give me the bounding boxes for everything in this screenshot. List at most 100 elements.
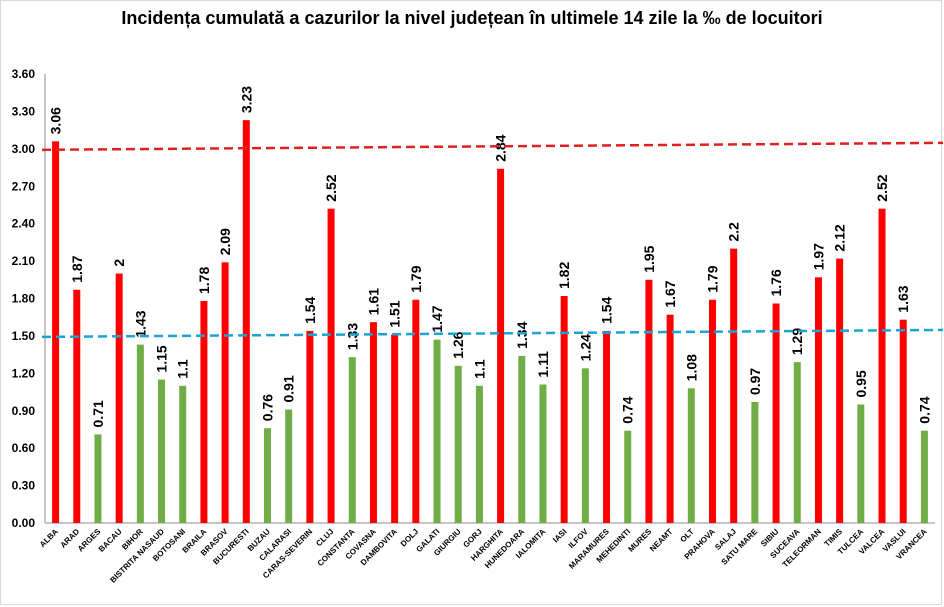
- data-label: 1.08: [683, 354, 699, 381]
- bar: [814, 277, 822, 523]
- y-tick-label: 1.80: [12, 292, 36, 306]
- bar: [433, 339, 441, 523]
- y-tick-label: 3.60: [12, 67, 36, 81]
- data-label: 2.12: [832, 224, 848, 251]
- bar: [772, 303, 780, 523]
- x-tick-label: ALBA: [38, 527, 60, 549]
- bar: [115, 273, 123, 523]
- data-label: 1.87: [69, 255, 85, 282]
- data-label: 2.2: [726, 222, 742, 242]
- data-label: 1.63: [895, 285, 911, 312]
- y-tick-label: 3.30: [12, 104, 36, 118]
- bar: [158, 379, 166, 523]
- bar: [348, 357, 356, 523]
- bar: [221, 262, 229, 523]
- bar: [264, 428, 271, 523]
- data-label: 0.71: [90, 400, 106, 427]
- data-label: 1.33: [344, 323, 360, 350]
- data-label: 0.74: [916, 396, 932, 423]
- bar: [475, 385, 483, 523]
- y-tick-label: 1.50: [12, 329, 36, 343]
- data-label: 3.06: [48, 107, 64, 134]
- data-label: 1.26: [450, 331, 466, 358]
- data-label: 2.09: [217, 228, 233, 255]
- data-label: 1.82: [556, 262, 572, 289]
- data-label: 2.52: [323, 174, 339, 201]
- y-tick-label: 0.60: [12, 441, 36, 455]
- bar: [603, 330, 611, 523]
- data-label: 0.97: [747, 368, 763, 395]
- bar: [391, 334, 399, 523]
- bar: [624, 430, 632, 523]
- data-label: 2.84: [493, 134, 509, 161]
- y-tick-label: 1.20: [12, 366, 36, 380]
- bar: [327, 208, 335, 523]
- data-label: 0.76: [260, 394, 276, 421]
- bar: [899, 319, 907, 523]
- data-label: 1.34: [514, 321, 530, 348]
- bar: [136, 344, 144, 523]
- x-tick-label: NEAMT: [648, 527, 675, 554]
- data-label: 1.95: [641, 245, 657, 272]
- bar: [200, 300, 208, 523]
- bar: [920, 430, 928, 523]
- y-tick-label: 2.10: [12, 254, 36, 268]
- data-label: 1.67: [662, 280, 678, 307]
- bar: [793, 362, 801, 523]
- data-label: 1.79: [408, 265, 424, 292]
- bar: [94, 434, 102, 523]
- data-label: 0.74: [620, 396, 636, 423]
- reference-line: [41, 328, 944, 339]
- bar: [751, 402, 759, 523]
- bar: [369, 322, 377, 523]
- bar: [242, 120, 250, 524]
- bar: [518, 355, 526, 523]
- x-tick-label: TELEORMAN: [781, 527, 823, 569]
- data-label: 0.95: [853, 370, 869, 397]
- bar: [539, 384, 547, 523]
- x-tick-label: OLT: [678, 527, 695, 544]
- bar: [73, 289, 81, 523]
- bar: [560, 296, 568, 523]
- bar: [285, 409, 293, 523]
- data-label: 1.79: [705, 265, 721, 292]
- data-label: 1.51: [387, 300, 403, 327]
- y-tick-label: 3.00: [12, 142, 36, 156]
- bar: [454, 365, 462, 523]
- data-label: 1.29: [789, 328, 805, 355]
- data-label: 1.1: [175, 359, 191, 379]
- data-label: 2: [111, 259, 127, 267]
- bar: [709, 299, 716, 523]
- chart-title: Incidența cumulată a cazurilor la nivel …: [121, 8, 823, 28]
- bar: [687, 388, 695, 523]
- data-label: 0.91: [281, 375, 297, 402]
- data-label: 1.24: [577, 334, 593, 361]
- data-label: 3.23: [238, 86, 254, 113]
- bar: [497, 168, 505, 524]
- data-label: 1.11: [535, 351, 551, 378]
- data-label: 1.47: [429, 305, 445, 332]
- data-label: 1.1: [471, 359, 487, 379]
- data-label: 1.54: [302, 296, 318, 323]
- bar: [730, 248, 738, 523]
- y-tick-label: 2.40: [12, 217, 36, 231]
- reference-line: [41, 141, 944, 152]
- data-label: 1.61: [365, 288, 381, 315]
- bar: [857, 404, 865, 523]
- y-tick-label: 2.70: [12, 179, 36, 193]
- bar: [179, 385, 187, 523]
- data-label: 1.54: [599, 296, 615, 323]
- x-tick-label: IASI: [551, 527, 568, 544]
- data-label: 1.78: [196, 267, 212, 294]
- bar: [878, 208, 886, 523]
- data-label: 2.52: [874, 174, 890, 201]
- bar: [645, 279, 653, 523]
- data-label: 1.15: [154, 345, 170, 372]
- y-tick-label: 0.30: [12, 479, 36, 493]
- data-label: 1.76: [768, 269, 784, 296]
- bar: [306, 330, 314, 523]
- bar: [666, 314, 674, 523]
- bar: [581, 368, 589, 523]
